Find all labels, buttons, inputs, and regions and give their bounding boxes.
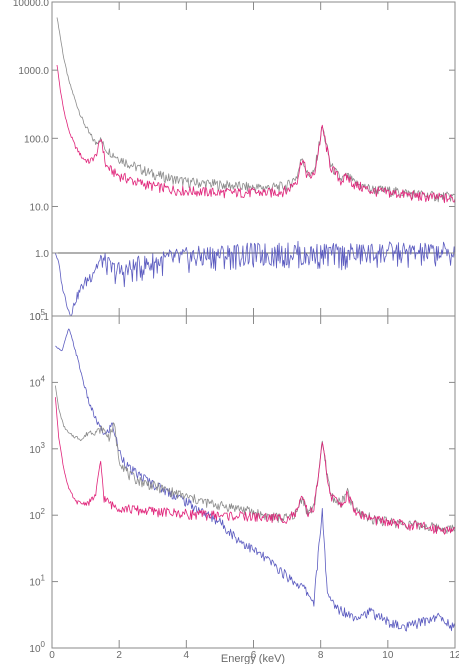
ratio-panel: 1.0 0.1 bbox=[35, 240, 456, 323]
x-tick-label: 4 bbox=[184, 650, 190, 661]
ratio-y-tick-label: 0.1 bbox=[35, 312, 49, 323]
bot-y-tick-label: 105 bbox=[29, 308, 45, 323]
bot-series-line-1 bbox=[55, 385, 456, 534]
bottom-spectrum-panel: 105 104 103 102 101 100 0 2 4 6 8 10 12 bbox=[29, 308, 459, 661]
ratio-x-ticks bbox=[51, 308, 456, 316]
top-y-tick-label: 10000.0 bbox=[13, 0, 50, 9]
ratio-series-line-0 bbox=[55, 240, 456, 317]
x-tick-label: 2 bbox=[116, 650, 122, 661]
x-tick-label: 0 bbox=[49, 650, 55, 661]
x-tick-label: 8 bbox=[318, 650, 324, 661]
bot-y-tick-label: 104 bbox=[29, 374, 45, 389]
upper-plot-frame bbox=[51, 1, 456, 317]
bot-y-tick-label: 102 bbox=[29, 507, 45, 522]
bottom-x-ticks: 0 2 4 6 8 10 12 bbox=[49, 316, 459, 661]
bot-series-line-0 bbox=[55, 328, 456, 632]
bot-y-tick-label: 103 bbox=[29, 441, 45, 456]
ratio-y-tick-label: 1.0 bbox=[35, 249, 49, 260]
top-series-line-1 bbox=[56, 64, 456, 204]
bottom-y-ticks: 105 104 103 102 101 100 bbox=[29, 308, 455, 655]
lower-plot-frame bbox=[51, 315, 456, 649]
top-y-ticks: 10000.0 1000.0 100.0 10.0 bbox=[13, 0, 455, 213]
bot-series-line-2 bbox=[55, 397, 456, 535]
x-tick-label: 6 bbox=[251, 650, 257, 661]
top-y-tick-label: 1000.0 bbox=[18, 66, 49, 77]
ratio-series-group bbox=[55, 240, 456, 317]
top-series-line-0 bbox=[56, 17, 456, 203]
top-x-ticks bbox=[51, 2, 456, 10]
bot-y-tick-label: 101 bbox=[29, 574, 45, 589]
top-spectrum-panel: 10000.0 1000.0 100.0 10.0 bbox=[13, 0, 456, 213]
top-series-group bbox=[56, 17, 456, 204]
top-y-tick-label: 100.0 bbox=[24, 134, 49, 145]
x-axis-label: Energy (keV) bbox=[221, 653, 285, 664]
top-y-tick-label: 10.0 bbox=[30, 202, 50, 213]
x-tick-label: 12 bbox=[449, 650, 459, 661]
ratio-y-ticks: 1.0 0.1 bbox=[35, 249, 455, 323]
bot-y-tick-label: 100 bbox=[29, 640, 45, 655]
bottom-series-group bbox=[55, 328, 456, 632]
x-tick-label: 10 bbox=[382, 650, 394, 661]
